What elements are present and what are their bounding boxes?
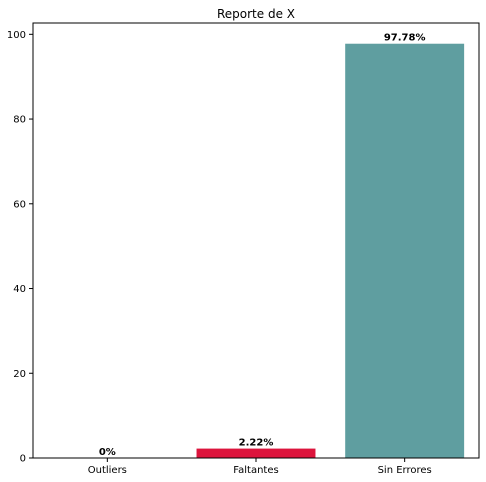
x-axis: Outliers Faltantes Sin Errores	[88, 458, 432, 476]
data-label-1: 2.22%	[239, 438, 274, 449]
plot-frame	[32, 22, 480, 459]
chart-title: Reporte de X	[217, 7, 295, 21]
y-tick-label-2: 40	[13, 284, 26, 295]
x-tick-label-2: Sin Errores	[378, 465, 432, 476]
bar-2	[345, 43, 465, 458]
bars-group: 0% 2.22% 97.78%	[99, 33, 465, 458]
data-label-2: 97.78%	[384, 33, 426, 44]
x-tick-label-0: Outliers	[88, 465, 127, 476]
y-tick-label-3: 60	[13, 199, 26, 210]
y-tick-label-0: 0	[20, 454, 26, 465]
data-label-0: 0%	[99, 447, 116, 458]
y-tick-label-5: 100	[7, 30, 26, 41]
x-tick-label-1: Faltantes	[233, 465, 278, 476]
y-axis: 0 20 40 60 80 100	[7, 30, 33, 465]
y-tick-label-4: 80	[13, 115, 26, 126]
bar-1	[196, 448, 316, 458]
y-tick-label-1: 20	[13, 369, 26, 380]
